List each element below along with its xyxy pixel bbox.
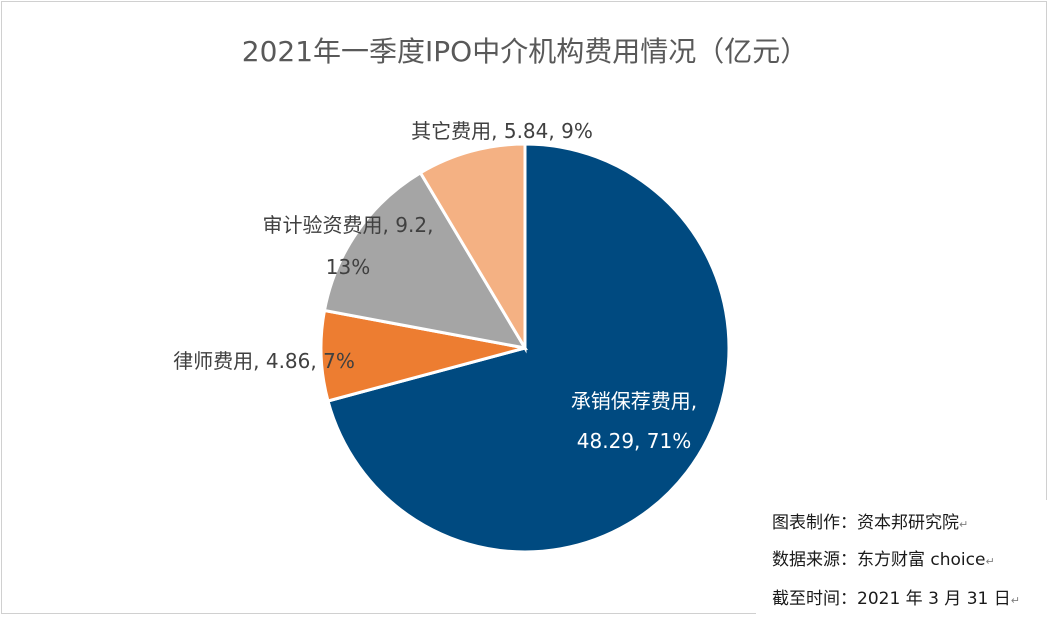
paragraph-mark-icon: ↵ xyxy=(959,518,969,531)
slice-label-3-line-1: 审计验资费用, 9.2, xyxy=(263,213,434,237)
pie-slice-3 xyxy=(322,170,528,351)
note-date: 截至时间：2021 年 3 月 31 日↵ xyxy=(772,584,1020,609)
notes-box: 图表制作：资本邦研究院↵ 数据来源：东方财富 choice↵ 截至时间：2021… xyxy=(756,500,1048,616)
slice-label-1-line-2: 48.29, 71% xyxy=(577,429,691,453)
note-maker-text: 图表制作：资本邦研究院 xyxy=(772,513,959,533)
slice-label-4-line-1: 其它费用, 5.84, 9% xyxy=(411,119,593,143)
note-date-text: 截至时间：2021 年 3 月 31 日 xyxy=(772,589,1011,609)
slice-label-1-line-1: 承销保荐费用, xyxy=(571,389,697,413)
note-source: 数据来源：东方财富 choice↵ xyxy=(772,545,995,570)
slice-label-2-line-1: 律师费用, 4.86, 7% xyxy=(173,349,355,373)
paragraph-mark-icon: ↵ xyxy=(985,555,995,568)
chart-title: 2021年一季度IPO中介机构费用情况（亿元） xyxy=(241,35,809,68)
pie-slice-1 xyxy=(326,142,731,554)
note-source-text: 数据来源：东方财富 choice xyxy=(772,550,986,570)
pie-slice-4 xyxy=(418,142,527,354)
note-maker: 图表制作：资本邦研究院↵ xyxy=(772,508,968,533)
slice-label-3-line-2: 13% xyxy=(326,255,370,279)
paragraph-mark-icon: ↵ xyxy=(1010,594,1020,607)
